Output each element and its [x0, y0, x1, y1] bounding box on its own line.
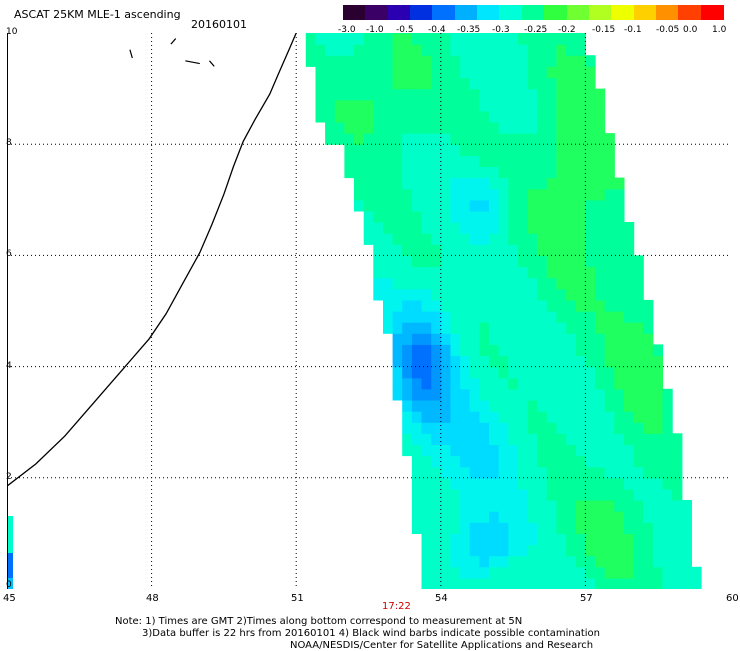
y-label-2: 2 — [6, 472, 12, 482]
note-line-3: NOAA/NESDIS/Center for Satellite Applica… — [290, 640, 594, 651]
colorbar-tick-label: -0.5 — [396, 25, 414, 35]
colorbar-swatch — [387, 5, 411, 20]
x-label-57: 57 — [580, 593, 593, 604]
note-line-1: Note: 1) Times are GMT 2)Times along bot… — [115, 616, 523, 627]
colorbar-tick-label: -1.0 — [366, 25, 384, 35]
colorbar-swatch — [499, 5, 523, 20]
colorbar-tick-label: 1.0 — [712, 25, 727, 35]
scatterometer-swath — [305, 33, 702, 589]
product-date: 20160101 — [191, 18, 247, 31]
colorbar-tick-label: -0.25 — [524, 25, 548, 35]
colorbar-swatch — [410, 5, 433, 20]
x-label-54: 54 — [435, 593, 448, 604]
colorbar-swatch — [633, 5, 657, 20]
colorbar-swatch — [454, 5, 478, 20]
coastline — [7, 33, 297, 487]
pass-time: 17:22 — [382, 601, 411, 612]
colorbar-tick-label: -0.05 — [656, 25, 680, 35]
colorbar-swatch — [365, 5, 389, 20]
colorbar-swatch — [521, 5, 545, 20]
colorbar-swatch — [655, 5, 679, 20]
colorbar-swatch — [477, 5, 501, 20]
colorbar-tick-label: -0.35 — [457, 25, 481, 35]
y-label-0: 0 — [6, 580, 12, 590]
map-plot — [7, 33, 730, 589]
x-label-60: 60 — [726, 593, 739, 604]
x-label-45: 45 — [3, 593, 16, 604]
y-label-4: 4 — [6, 361, 12, 371]
colorbar-tick-label: -0.1 — [624, 25, 642, 35]
data-buffer-strip — [7, 516, 13, 589]
colorbar-swatch — [566, 5, 590, 20]
y-label-10: 10 — [6, 27, 18, 37]
y-label-6: 6 — [6, 249, 12, 259]
colorbar-tick-label: -0.15 — [592, 25, 616, 35]
colorbar-tick-label: -0.3 — [492, 25, 510, 35]
colorbar-swatch — [432, 5, 456, 20]
colorbar-tick-label: -0.4 — [428, 25, 446, 35]
colorbar-swatch — [611, 5, 635, 20]
colorbar-swatch — [343, 5, 366, 20]
x-label-51: 51 — [291, 593, 304, 604]
colorbar-swatch — [544, 5, 568, 20]
x-label-48: 48 — [146, 593, 159, 604]
colorbar-tick-label: -3.0 — [338, 25, 356, 35]
colorbar: -3.0 -1.0 -0.5 -0.4 -0.35 -0.3 -0.25 -0.2 -0.15-… — [0, 0, 740, 36]
map-canvas — [7, 33, 730, 589]
product-title: ASCAT 25KM MLE-1 ascending — [14, 8, 181, 21]
plot-frame — [7, 33, 730, 589]
y-label-8: 8 — [6, 138, 12, 148]
note-line-2: 3)Data buffer is 22 hrs from 20160101 4)… — [142, 628, 600, 639]
colorbar-swatch — [678, 5, 702, 20]
map-grid — [7, 33, 730, 589]
colorbar-swatch — [700, 5, 724, 20]
colorbar-tick-label: 0.0 — [683, 25, 698, 35]
colorbar-swatch — [588, 5, 612, 20]
colorbar-tick-label: -0.2 — [558, 25, 576, 35]
